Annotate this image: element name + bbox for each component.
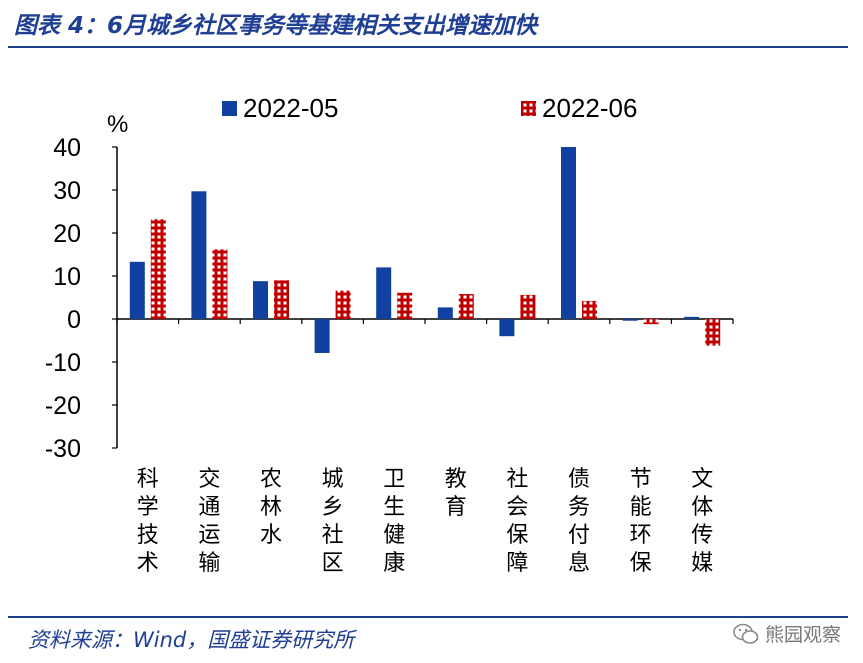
category-label: 文体传媒 <box>691 467 713 576</box>
y-tick-label: 10 <box>53 263 81 291</box>
bar-2022-05 <box>437 307 453 319</box>
bar-2022-06 <box>643 319 659 325</box>
y-tick-label: 20 <box>53 220 81 248</box>
source-note: 资料来源：Wind，国盛证券研究所 <box>28 628 355 652</box>
y-tick-label: 0 <box>67 306 81 334</box>
wechat-icon <box>733 623 759 644</box>
y-axis-unit: % <box>107 111 128 138</box>
bar-2022-06 <box>150 219 166 319</box>
axes <box>116 147 734 448</box>
bar-2022-05 <box>129 261 145 319</box>
bar-2022-06 <box>335 290 351 319</box>
bar-2022-05 <box>684 316 700 319</box>
bar-2022-05 <box>499 319 515 337</box>
figure-title: 图表 4：6月城乡社区事务等基建相关支出增速加快 <box>14 13 538 39</box>
y-tick-label: -10 <box>45 349 81 377</box>
category-label: 节能环保 <box>630 467 652 576</box>
category-label: 科学技术 <box>137 467 159 576</box>
category-label: 卫生健康 <box>383 467 405 576</box>
y-tick-label: 30 <box>53 177 81 205</box>
legend-label-2022-05: 2022-05 <box>243 93 338 123</box>
bar-2022-05 <box>314 319 330 353</box>
category-label: 交通运输 <box>198 467 220 576</box>
bar-2022-05 <box>191 191 207 319</box>
legend-swatch-2022-06 <box>521 101 536 116</box>
category-labels: 科学技术 交通运输 农林水 城乡社区 卫生健康 教育 社会保障 债务付息 节能环保 文体传媒 <box>137 467 713 576</box>
bars <box>129 147 721 353</box>
bar-2022-05 <box>561 147 576 319</box>
bar-2022-05 <box>253 281 268 319</box>
y-ticks: 40 30 20 10 0 -10 -20 -30 <box>45 134 117 463</box>
category-label: 城乡社区 <box>322 467 344 576</box>
watermark-text: 熊园观察 <box>764 624 841 646</box>
top-rule <box>8 46 848 48</box>
bar-2022-06 <box>274 280 289 319</box>
bar-2022-06 <box>582 300 597 319</box>
bar-2022-06 <box>212 249 228 319</box>
bar-2022-06 <box>705 319 721 346</box>
category-label: 社会保障 <box>506 467 528 576</box>
bar-2022-06 <box>397 292 413 319</box>
y-tick-label: 40 <box>53 134 81 162</box>
bar-2022-06 <box>458 294 474 319</box>
category-label: 教育 <box>445 467 467 520</box>
y-tick-label: -30 <box>45 435 81 463</box>
category-label: 债务付息 <box>568 467 590 576</box>
watermark: 熊园观察 <box>733 620 841 647</box>
legend-label-2022-06: 2022-06 <box>542 93 637 123</box>
bottom-rule <box>8 616 848 618</box>
bar-2022-05 <box>376 267 392 319</box>
bar-2022-05 <box>622 319 638 321</box>
legend-swatch-2022-05 <box>222 101 237 116</box>
y-tick-label: -20 <box>45 392 81 420</box>
bar-2022-06 <box>520 294 536 319</box>
category-label: 农林水 <box>260 467 282 548</box>
